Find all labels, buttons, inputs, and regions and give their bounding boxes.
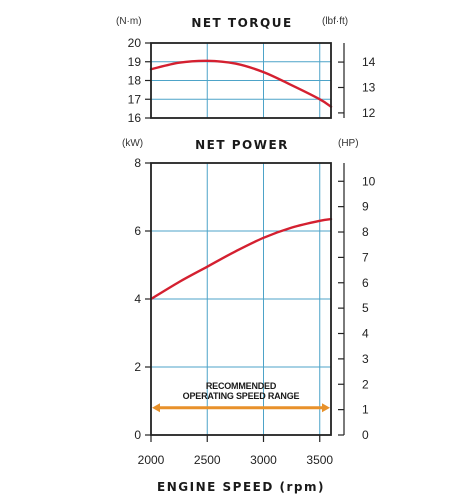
x-tick-label: 2500 xyxy=(194,453,221,467)
torque-left-unit: (N·m) xyxy=(116,16,142,27)
power-left-tick-label: 6 xyxy=(134,224,141,238)
power-right-tick-label: 2 xyxy=(362,377,369,391)
power-right-tick-label: 3 xyxy=(362,352,369,366)
power-left-tick-label: 4 xyxy=(134,292,141,306)
power-right-tick-label: 9 xyxy=(362,200,369,214)
torque-left-tick-label: 20 xyxy=(128,36,142,50)
power-right-tick-label: 8 xyxy=(362,225,369,239)
range-annotation-text: RECOMMENDED xyxy=(206,381,277,391)
power-left-tick-label: 0 xyxy=(134,428,141,442)
x-axis-label: ENGINE SPEED (rpm) xyxy=(157,480,325,494)
torque-right-unit: (lbf·ft) xyxy=(322,16,348,27)
power-left-tick-label: 2 xyxy=(134,360,141,374)
torque-left-tick-label: 18 xyxy=(128,74,142,88)
torque-left-tick-label: 17 xyxy=(128,92,142,106)
power-right-tick-label: 5 xyxy=(362,301,369,315)
torque-right-tick-label: 13 xyxy=(362,80,376,94)
power-right-tick-label: 4 xyxy=(362,327,369,341)
power-right-tick-label: 0 xyxy=(362,428,369,442)
x-tick-label: 2000 xyxy=(138,453,165,467)
power-series-line xyxy=(149,217,333,301)
range-arrow-right-head xyxy=(322,403,330,413)
torque-series-line xyxy=(149,59,333,108)
torque-title: NET TORQUE xyxy=(191,16,292,30)
power-right-unit: (HP) xyxy=(338,138,359,149)
torque-left-tick-label: 19 xyxy=(128,55,142,69)
power-right-tick-label: 10 xyxy=(362,174,376,188)
torque-grid xyxy=(151,43,331,118)
torque-left-tick-label: 16 xyxy=(128,111,142,125)
power-title: NET POWER xyxy=(195,138,289,152)
torque-series xyxy=(149,59,333,108)
power-right-tick-label: 1 xyxy=(362,403,369,417)
torque-ticks: 20 19 18 17 16 14 13 12 xyxy=(128,36,376,125)
power-grid xyxy=(151,163,331,435)
x-tick-label: 3500 xyxy=(306,453,333,467)
power-left-tick-label: 8 xyxy=(134,156,141,170)
x-axis-ticks: 2000 2500 3000 3500 xyxy=(138,435,333,467)
torque-frame xyxy=(150,42,332,119)
torque-right-tick-label: 12 xyxy=(362,106,376,120)
x-tick-label: 3000 xyxy=(250,453,277,467)
range-annotation-text: OPERATING SPEED RANGE xyxy=(183,391,300,401)
power-right-tick-label: 6 xyxy=(362,276,369,290)
power-left-unit: (kW) xyxy=(122,138,143,149)
torque-right-tick-label: 14 xyxy=(362,55,376,69)
power-series xyxy=(149,217,333,301)
power-right-tick-label: 7 xyxy=(362,250,369,264)
power-frame xyxy=(150,162,332,436)
torque-panel: NET TORQUE (N·m) (lbf·ft) 20 19 18 17 16 14 13… xyxy=(116,16,376,125)
range-arrow-left-head xyxy=(152,403,160,413)
